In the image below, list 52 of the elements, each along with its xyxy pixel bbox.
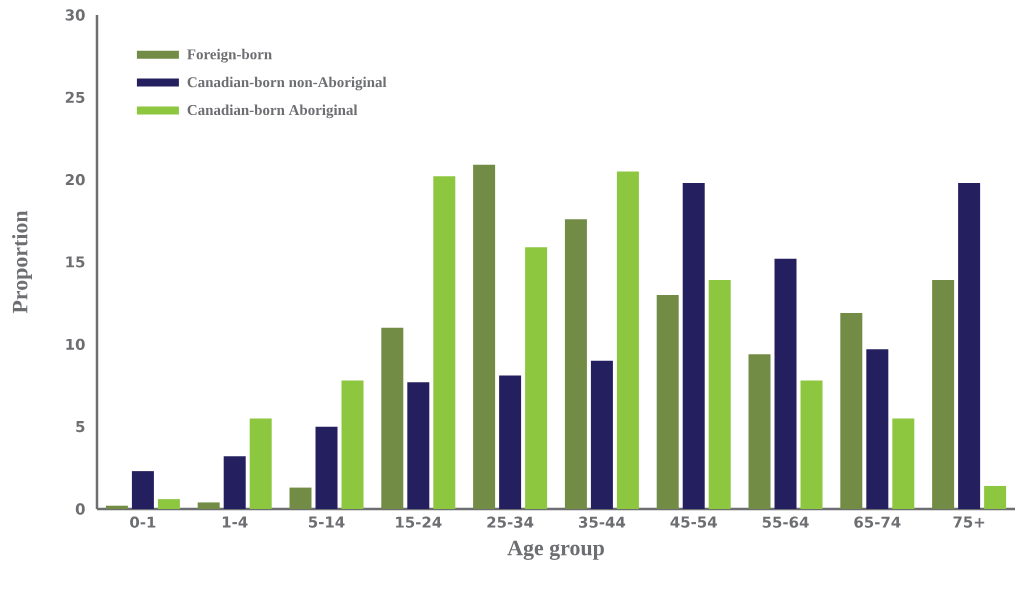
bar	[800, 380, 823, 509]
y-tick-label: 5	[76, 421, 85, 433]
bar	[249, 418, 272, 509]
y-tick-label: 25	[65, 91, 85, 103]
bar	[958, 182, 981, 509]
bar	[289, 487, 312, 509]
bar	[525, 247, 548, 509]
bar	[223, 456, 246, 509]
bar	[656, 294, 679, 509]
bar	[105, 505, 128, 509]
bar	[433, 176, 456, 509]
bar	[748, 354, 771, 509]
x-tick-label: 35-44	[579, 516, 626, 528]
bar	[131, 471, 154, 509]
bar	[616, 171, 639, 509]
bar	[984, 485, 1007, 509]
bar	[682, 182, 705, 509]
y-tick-label: 30	[65, 9, 85, 21]
y-tick-label: 10	[66, 338, 85, 350]
legend-label: Canadian-born Aboriginal	[187, 104, 358, 119]
bar	[341, 380, 364, 509]
bar	[590, 360, 613, 509]
x-tick-label: 0-1	[130, 516, 156, 528]
bar	[381, 327, 404, 509]
bar	[708, 280, 731, 509]
x-tick-label: 25-34	[487, 516, 534, 528]
x-tick-label: 55-64	[762, 516, 809, 528]
bar	[866, 349, 889, 509]
x-tick-label: 65-74	[854, 516, 901, 528]
x-tick-label: 15-24	[396, 516, 442, 528]
bar	[932, 280, 955, 509]
y-axis-title: Proportion	[12, 210, 32, 314]
bar	[564, 219, 587, 509]
y-tick-label: 20	[65, 174, 85, 186]
bar	[774, 258, 797, 509]
bar	[473, 164, 496, 509]
y-tick-label: 15	[66, 256, 85, 268]
bar	[197, 502, 220, 509]
legend-label: Foreign-born	[187, 48, 272, 63]
y-tick-label: 0	[75, 503, 85, 515]
x-tick-label: 45-54	[670, 516, 717, 528]
x-tick-label: 5-14	[308, 516, 345, 528]
bar	[315, 426, 338, 509]
bar	[892, 418, 915, 509]
legend-label: Canadian-born non-Aboriginal	[187, 76, 387, 91]
bar	[499, 375, 522, 509]
x-tick-label: 1-4	[222, 516, 248, 528]
bar	[407, 382, 430, 509]
x-tick-label: 75+	[953, 516, 985, 528]
bar	[840, 313, 863, 509]
bar	[157, 499, 180, 509]
x-axis-title: Age group	[507, 540, 604, 560]
